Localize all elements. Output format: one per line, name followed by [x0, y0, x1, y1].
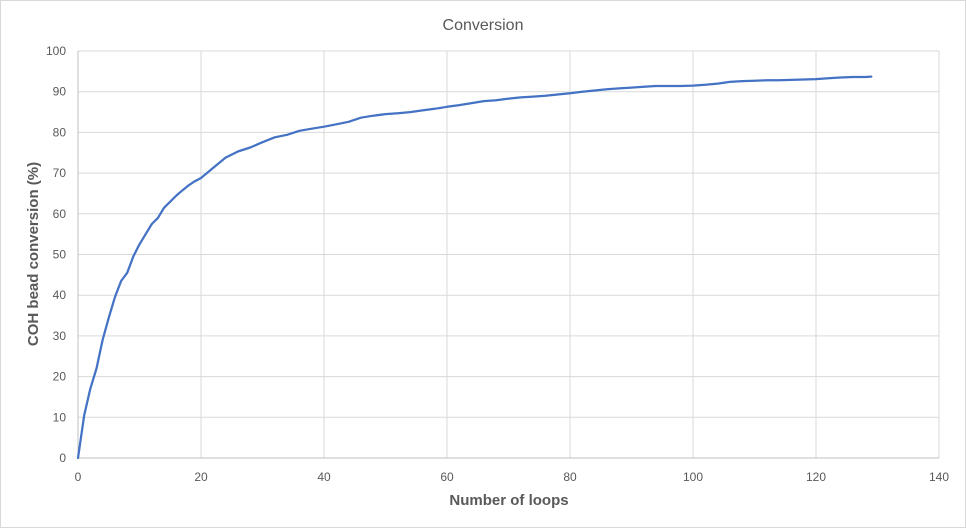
tick-labels: 0 10 20 30 40 50 60 70 80 90 100 0 20 40 60 80 100 120 140	[46, 44, 949, 484]
x-axis-label: Number of loops	[449, 492, 568, 509]
y-tick-label: 10	[53, 410, 67, 424]
y-tick-label: 40	[53, 288, 67, 302]
y-tick-label: 70	[53, 166, 67, 180]
y-tick-label: 90	[53, 85, 67, 99]
series-layer	[76, 75, 873, 460]
y-tick-label: 0	[59, 451, 66, 465]
y-tick-label: 20	[53, 370, 67, 384]
x-tick-label: 140	[929, 470, 949, 484]
conversion-series-line	[76, 75, 873, 460]
x-tick-label: 100	[683, 470, 703, 484]
y-tick-label: 50	[53, 248, 67, 262]
axes	[77, 51, 939, 459]
x-tick-label: 60	[440, 470, 454, 484]
x-tick-label: 120	[806, 470, 826, 484]
x-tick-label: 40	[317, 470, 331, 484]
x-tick-label: 0	[75, 470, 82, 484]
gridlines	[78, 50, 940, 458]
y-tick-label: 30	[53, 329, 67, 343]
y-tick-label: 60	[53, 207, 67, 221]
x-tick-label: 20	[194, 470, 208, 484]
chart-title: Conversion	[443, 17, 524, 34]
y-axis-label: COH bead conversion (%)	[25, 162, 42, 346]
y-tick-label: 80	[53, 125, 67, 139]
x-tick-label: 80	[563, 470, 577, 484]
y-tick-label: 100	[46, 44, 66, 58]
